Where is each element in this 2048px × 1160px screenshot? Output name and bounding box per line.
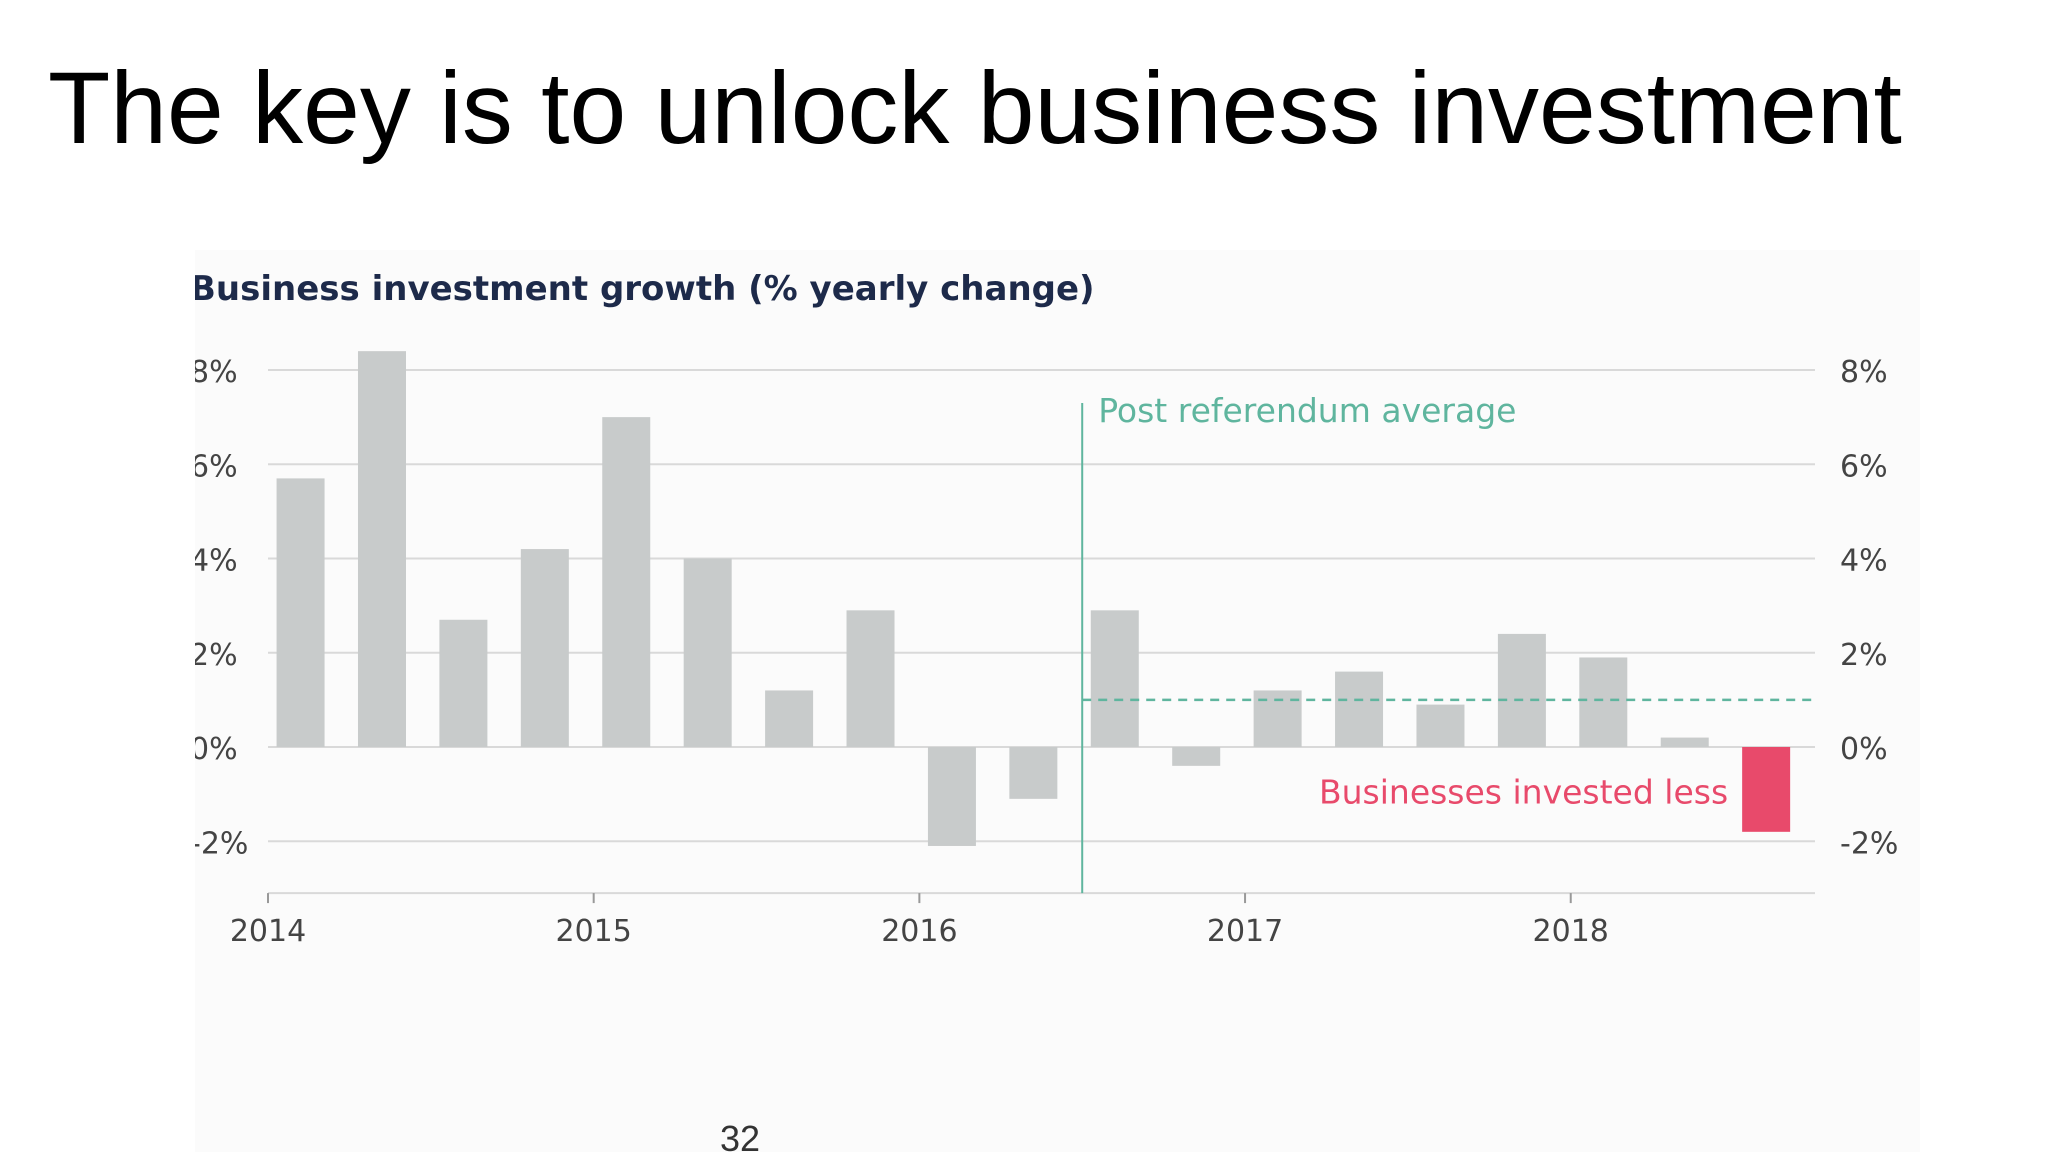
post-referendum-average-label: Post referendum average (1098, 391, 1516, 430)
x-tick-label: 2017 (1207, 914, 1283, 949)
y-tick-label-right: 8% (1840, 355, 1888, 390)
y-tick-label-right: 6% (1840, 449, 1888, 484)
x-tick-label: 2014 (230, 914, 306, 949)
bar (1090, 610, 1139, 747)
bar (1172, 747, 1221, 766)
x-tick-label: 2018 (1533, 914, 1609, 949)
bar (276, 478, 325, 747)
business-investment-chart: Business investment growth (% yearly cha… (195, 269, 1898, 949)
y-tick-label-left: 6% (195, 449, 238, 484)
x-tick-label: 2016 (881, 914, 957, 949)
bar (1660, 737, 1709, 747)
page-number: 32 (720, 1118, 761, 1159)
y-tick-label-left: 4% (195, 544, 238, 579)
businesses-invested-less-label: Businesses invested less (1319, 773, 1728, 812)
y-tick-label-right: 4% (1840, 544, 1888, 579)
y-tick-label-right: 2% (1840, 638, 1888, 673)
bar (602, 417, 651, 747)
bar (357, 351, 406, 747)
bar (1497, 633, 1546, 747)
slide-title: The key is to unlock business investment (48, 51, 1902, 165)
chart-title: Business investment growth (% yearly cha… (195, 269, 1095, 309)
y-tick-label-right: 0% (1840, 732, 1888, 767)
bar (1009, 747, 1058, 799)
bar (1416, 704, 1465, 747)
bar (683, 558, 732, 747)
bar (1742, 747, 1791, 832)
reference-lines (1081, 402, 1815, 894)
y-tick-label-right: -2% (1840, 826, 1898, 861)
x-tick-label: 2015 (556, 914, 632, 949)
y-tick-label-left: -2% (195, 826, 248, 861)
bar (846, 610, 895, 747)
chart-panel: Business investment growth (% yearly cha… (195, 250, 1920, 1152)
y-tick-label-left: 2% (195, 638, 238, 673)
bar (520, 549, 569, 747)
bar (927, 747, 976, 846)
axis-labels: 8% 8% 6% 6% 4% 4% 2% 2% 0% 0% -2% -2% 2014 2015 2016 20… (195, 355, 1898, 949)
bar (439, 619, 488, 747)
bar (765, 690, 814, 747)
y-tick-label-left: 8% (195, 355, 238, 390)
y-tick-label-left: 0% (195, 732, 238, 767)
bars (276, 351, 1791, 846)
bar (1335, 671, 1384, 747)
bar (1579, 657, 1628, 747)
